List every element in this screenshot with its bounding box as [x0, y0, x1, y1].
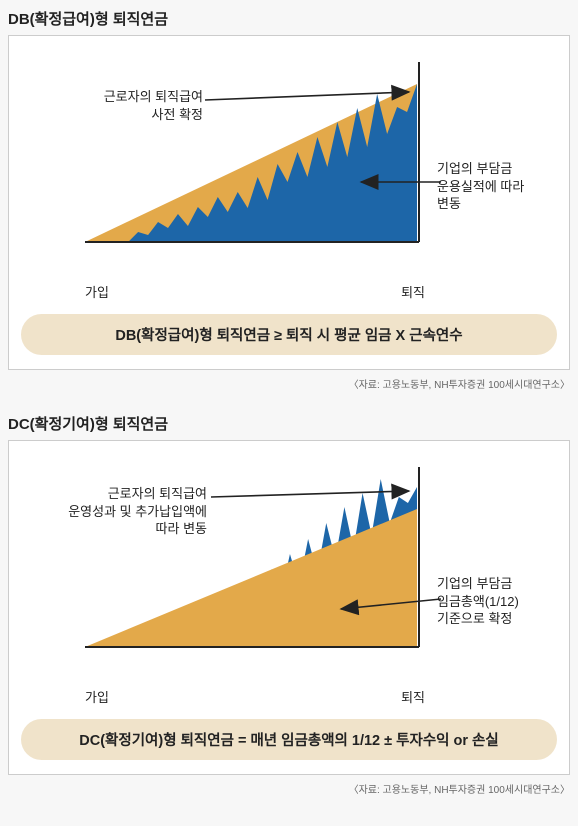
axis-left-db: 가입 [85, 282, 109, 301]
axis-right-db: 퇴직 [401, 282, 425, 301]
annotation-employee-dc: 근로자의 퇴직급여 운영성과 및 추가납입액에 따라 변동 [17, 485, 207, 538]
formula-dc: DC(확정기여)형 퇴직연금 = 매년 임금총액의 1/12 ± 투자수익 or… [21, 719, 557, 760]
axis-labels-dc: 가입 퇴직 [85, 683, 425, 703]
annotation-company-dc: 기업의 부담금 임금총액(1/12) 기준으로 확정 [437, 575, 557, 628]
annotation-company-db: 기업의 부담금 운용실적에 따라 변동 [437, 160, 557, 213]
source-dc: 〈자료: 고용노동부, NH투자증권 100세시대연구소〉 [8, 781, 570, 796]
axis-left-dc: 가입 [85, 687, 109, 706]
source-db: 〈자료: 고용노동부, NH투자증권 100세시대연구소〉 [8, 376, 570, 391]
panel-box-dc: 근로자의 퇴직급여 운영성과 및 추가납입액에 따라 변동 기업의 부담금 임금… [8, 440, 570, 775]
panel-title-db: DB(확정급여)형 퇴직연금 [8, 8, 570, 29]
panel-db: DB(확정급여)형 퇴직연금 근로자의 퇴직급여 사전 확정 기업의 부담금 운… [8, 8, 570, 391]
chart-dc: 근로자의 퇴직급여 운영성과 및 추가납입액에 따라 변동 기업의 부담금 임금… [21, 457, 557, 683]
chart-db: 근로자의 퇴직급여 사전 확정 기업의 부담금 운용실적에 따라 변동 [21, 52, 557, 278]
formula-db: DB(확정급여)형 퇴직연금 ≥ 퇴직 시 평균 임금 X 근속연수 [21, 314, 557, 355]
annotation-employee-db: 근로자의 퇴직급여 사전 확정 [33, 88, 203, 123]
axis-labels-db: 가입 퇴직 [85, 278, 425, 298]
panel-title-dc: DC(확정기여)형 퇴직연금 [8, 413, 570, 434]
axis-right-dc: 퇴직 [401, 687, 425, 706]
panel-dc: DC(확정기여)형 퇴직연금 근로자의 퇴직급여 운영성과 및 추가납입액에 따… [8, 413, 570, 796]
panel-box-db: 근로자의 퇴직급여 사전 확정 기업의 부담금 운용실적에 따라 변동 가입 퇴… [8, 35, 570, 370]
